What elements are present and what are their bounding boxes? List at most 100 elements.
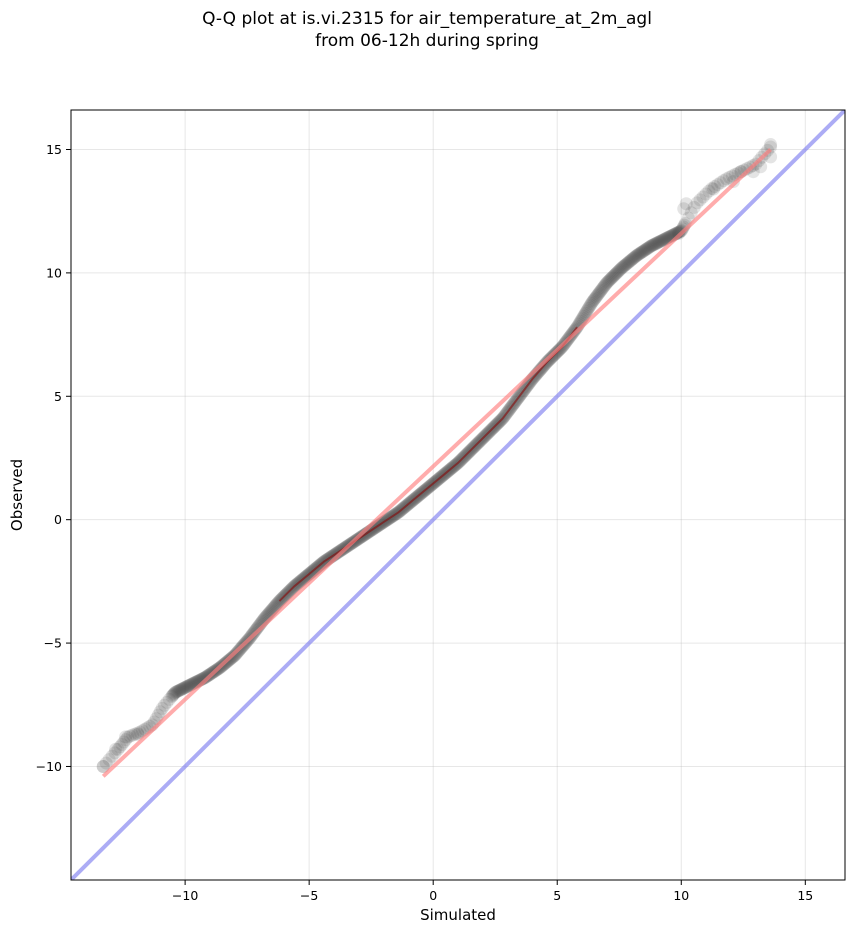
data-point [719,172,733,186]
data-point [168,686,182,700]
data-point [702,184,716,198]
x-tick-label: 0 [429,888,437,903]
data-point [645,238,659,252]
data-point [609,267,623,281]
data-point [597,279,611,293]
chart-title: Q-Q plot at is.vi.2315 for air_temperatu… [0,8,854,52]
data-point [631,247,645,261]
x-axis-ticks: −10 −5 0 5 10 15 [172,880,813,903]
chart-title-line1: Q-Q plot at is.vi.2315 for air_temperatu… [202,9,652,29]
data-point [629,249,643,263]
data-point [630,248,644,262]
data-point [131,727,145,741]
data-point [583,298,597,312]
data-point [679,197,693,211]
data-point [131,726,145,740]
data-point [171,684,185,698]
data-point [613,263,627,277]
data-point [675,222,689,236]
data-point [637,244,651,258]
data-point [174,683,188,697]
chart-title-line2: from 06-12h during spring [315,31,539,51]
data-point [197,671,211,685]
data-point [708,180,722,194]
data-point [592,286,606,300]
data-point [607,269,621,283]
data-point [167,687,181,701]
data-point [170,685,184,699]
data-point [587,292,601,306]
data-point [578,306,592,320]
data-point [650,236,664,250]
data-point [624,253,638,267]
data-point [608,268,622,282]
fit-line [101,148,772,778]
data-point [684,206,698,220]
identity-line [71,110,845,880]
data-point [648,237,662,251]
data-point [611,265,625,279]
dense-core [278,326,578,602]
data-point [151,708,165,722]
data-point [591,287,605,301]
data-point [725,169,739,183]
data-point [601,275,615,289]
data-point [105,749,119,763]
data-point [693,193,707,207]
data-point [113,740,127,754]
data-point [654,234,668,248]
data-point [672,225,686,239]
y-axis-ticks: −10 −5 0 5 10 15 [36,142,71,774]
y-tick-label: 5 [54,389,62,404]
data-point [175,682,189,696]
data-point [623,254,637,268]
data-point [198,670,212,684]
data-point [633,246,647,260]
data-point [117,735,131,749]
data-point [594,283,608,297]
data-point [656,233,670,247]
data-point [696,190,710,204]
data-point [162,692,176,706]
data-point [128,727,142,741]
data-point [176,682,190,696]
data-point [646,238,660,252]
data-point [651,236,665,250]
grid [71,110,845,880]
data-point [108,746,122,760]
data-point [638,243,652,257]
data-point [707,182,721,196]
data-point [603,273,617,287]
data-point [126,728,140,742]
data-point [115,737,129,751]
data-point [165,690,179,704]
x-tick-label: 5 [553,888,561,903]
data-point [620,257,634,271]
data-point [636,244,650,258]
data-point [111,742,125,756]
data-point [599,277,613,291]
data-point [647,237,661,251]
data-point [184,678,198,692]
data-point [622,255,636,269]
data-point [157,698,171,712]
data-point [579,305,593,319]
data-point [173,683,187,697]
data-point [598,278,612,292]
data-point [617,259,631,273]
data-point [102,753,116,767]
data-points [96,138,778,773]
data-point [160,695,174,709]
data-point [628,250,642,264]
data-point [585,295,599,309]
data-point [740,162,754,176]
data-point [582,300,596,314]
data-point [604,272,618,286]
data-point [653,235,667,249]
data-point [596,281,610,295]
data-point [249,622,263,636]
data-point [764,138,778,152]
data-point [179,680,193,694]
data-point [178,681,192,695]
